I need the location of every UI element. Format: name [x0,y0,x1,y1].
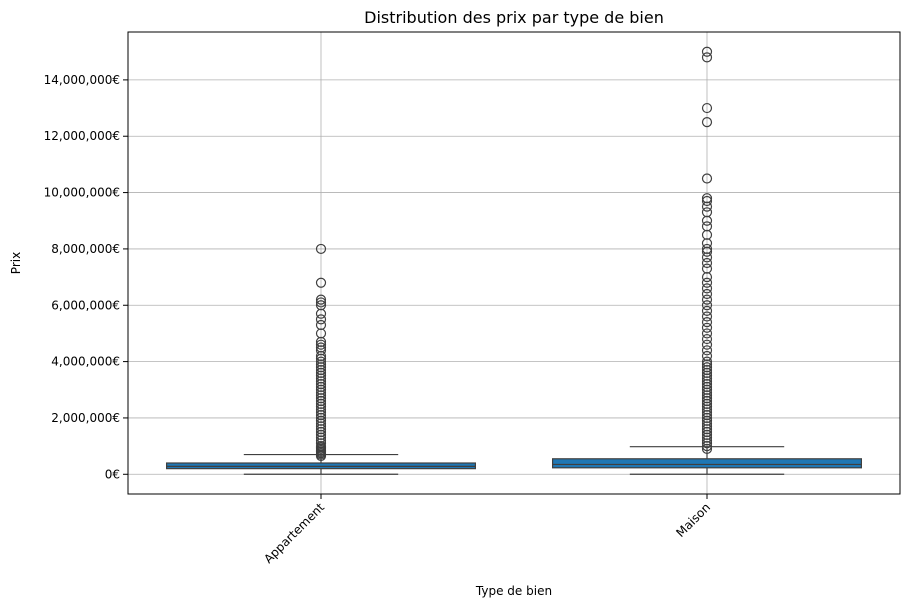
box-group-maison [551,46,862,475]
outlier-point [701,243,713,255]
outlier-point [701,195,713,207]
plot-frame [127,31,901,495]
iqr-box [551,458,862,469]
outlier-point [701,328,713,339]
outlier-point [315,243,327,255]
outlier-point [701,333,713,345]
outlier-point [701,221,713,232]
y-axis-label: Prix [9,252,23,274]
outlier-point [315,319,327,331]
outlier-point [701,117,713,128]
outlier-point [701,317,713,328]
outlier-point [701,362,713,373]
outlier-point [315,294,327,305]
outlier-point [701,52,713,63]
outlier-point [701,193,713,204]
outlier-point [701,322,713,333]
outlier-point [701,305,713,316]
outlier-point [315,277,327,288]
box-group-appartement [166,243,476,475]
y-tick-label: 4,000,000€ [51,355,120,369]
y-tick-label: 0€ [105,467,120,481]
x-tick-label: Maison [673,500,713,540]
outlier-point [315,342,327,353]
outlier-point [701,102,713,114]
y-tick-label: 10,000,000€ [44,186,120,200]
x-axis-label: Type de bien [475,584,552,598]
outlier-point [701,277,713,288]
y-tick-label: 14,000,000€ [44,73,120,87]
outlier-point [701,207,713,218]
x-tick-label: Appartement [261,500,327,566]
y-tick-label: 12,000,000€ [44,129,120,143]
outlier-point [701,173,713,184]
outlier-point [315,300,327,311]
outlier-point [701,294,713,305]
outlier-point [701,345,713,356]
outlier-point [315,339,327,350]
y-tick-label: 8,000,000€ [51,242,120,256]
outlier-point [701,311,713,322]
outlier-point [315,314,327,325]
outlier-point [701,356,713,367]
outlier-point [701,350,713,362]
outlier-point [315,297,327,308]
outlier-point [701,263,713,274]
outlier-point [701,288,713,300]
y-tick-label: 6,000,000€ [51,298,120,312]
plot-layer [166,46,862,475]
outlier-point [315,356,327,367]
outlier-point [701,339,713,350]
outlier-point [701,46,713,57]
outlier-point [701,257,713,269]
outlier-point [701,300,713,311]
outlier-point [701,283,713,294]
axis-layer: 0€ 2,000,000€ 4,000,000€ 6,000,000€ 8,000,00… [44,31,901,566]
grid-layer [128,32,900,494]
y-tick-label: 2,000,000€ [51,411,120,425]
chart-title: Distribution des prix par type de bien [364,8,664,27]
